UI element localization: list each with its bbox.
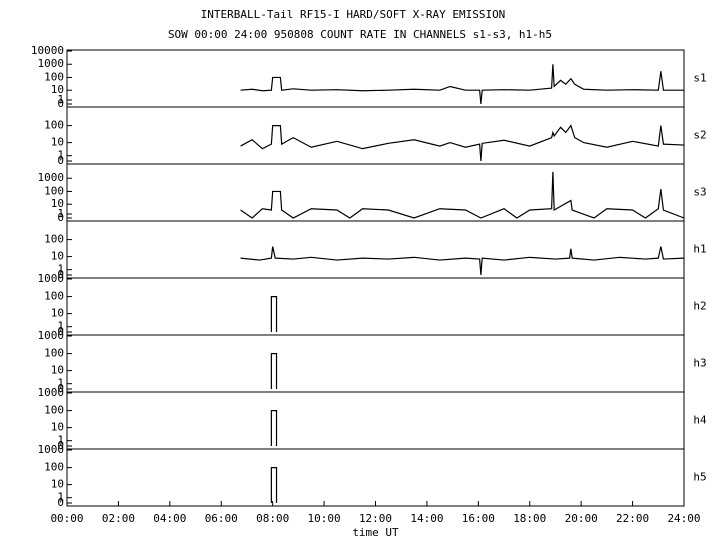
y-tick-label: 1000 bbox=[38, 272, 65, 285]
x-tick-label: 20:00 bbox=[565, 512, 598, 525]
y-tick-label: 100 bbox=[44, 119, 64, 132]
panel-frame bbox=[66, 106, 685, 165]
panel-frame bbox=[66, 391, 685, 450]
y-tick-label: 1 bbox=[57, 207, 64, 220]
series-line bbox=[270, 353, 278, 389]
y-tick-label: 1 bbox=[57, 377, 64, 390]
y-tick-label: 1 bbox=[57, 320, 64, 333]
x-tick-label: 06:00 bbox=[205, 512, 238, 525]
y-tick-label: 10 bbox=[51, 197, 64, 210]
y-tick-label: 0 bbox=[57, 382, 64, 395]
y-tick-label: 100 bbox=[44, 461, 64, 474]
y-tick-label: 100 bbox=[44, 233, 64, 246]
y-tick-label: 1000 bbox=[38, 386, 65, 399]
x-tick-label: 24:00 bbox=[667, 512, 700, 525]
chart-title: INTERBALL-Tail RF15-I HARD/SOFT X-RAY EM… bbox=[201, 8, 506, 21]
series-line bbox=[240, 246, 685, 276]
panel-label: s3 bbox=[693, 186, 706, 199]
panel-label: s1 bbox=[693, 72, 706, 85]
y-tick-label: 100 bbox=[44, 184, 64, 197]
y-tick-label: 100 bbox=[44, 70, 64, 83]
y-tick-label: 0 bbox=[57, 97, 64, 110]
chart-subtitle: SOW 00:00 24:00 950808 COUNT RATE IN CHA… bbox=[168, 28, 552, 41]
panel-label: h4 bbox=[693, 414, 707, 427]
series-line bbox=[240, 171, 685, 219]
y-tick-label: 0 bbox=[57, 496, 64, 509]
series-line bbox=[270, 467, 278, 503]
y-tick-label: 1000 bbox=[38, 57, 65, 70]
panel-label: h1 bbox=[693, 243, 706, 256]
y-tick-label: 1000 bbox=[38, 171, 65, 184]
y-tick-label: 1 bbox=[57, 491, 64, 504]
series-line bbox=[240, 124, 685, 162]
y-tick-label: 0 bbox=[57, 439, 64, 452]
series-line bbox=[240, 64, 684, 105]
x-axis-label: time UT bbox=[352, 526, 399, 539]
y-tick-label: 1 bbox=[57, 93, 64, 106]
y-tick-label: 10 bbox=[51, 136, 64, 149]
panel-label: h3 bbox=[693, 357, 706, 370]
panel-frame bbox=[66, 448, 685, 507]
x-tick-label: 16:00 bbox=[462, 512, 495, 525]
y-tick-label: 10 bbox=[51, 83, 64, 96]
y-tick-label: 0 bbox=[57, 325, 64, 338]
y-tick-label: 1 bbox=[57, 263, 64, 276]
y-tick-label: 10000 bbox=[31, 44, 64, 57]
y-tick-label: 1000 bbox=[38, 443, 65, 456]
panel-label: s2 bbox=[693, 129, 706, 142]
y-tick-label: 1 bbox=[57, 149, 64, 162]
y-tick-label: 0 bbox=[57, 154, 64, 167]
panel-frame bbox=[66, 334, 685, 393]
y-tick-label: 100 bbox=[44, 347, 64, 360]
series-line bbox=[270, 410, 278, 446]
y-tick-label: 10 bbox=[51, 421, 64, 434]
panel-label: h5 bbox=[693, 471, 706, 484]
panel-label: h2 bbox=[693, 300, 706, 313]
y-tick-label: 1000 bbox=[38, 329, 65, 342]
y-tick-label: 10 bbox=[51, 250, 64, 263]
x-tick-label: 22:00 bbox=[616, 512, 649, 525]
x-tick-label: 00:00 bbox=[50, 512, 83, 525]
panel-frame bbox=[66, 277, 685, 336]
y-tick-label: 0 bbox=[57, 211, 64, 224]
x-tick-label: 04:00 bbox=[153, 512, 186, 525]
x-tick-label: 14:00 bbox=[410, 512, 443, 525]
y-tick-label: 100 bbox=[44, 404, 64, 417]
y-tick-label: 10 bbox=[51, 307, 64, 320]
y-tick-label: 1 bbox=[57, 434, 64, 447]
x-tick-label: 10:00 bbox=[308, 512, 341, 525]
y-tick-label: 0 bbox=[57, 268, 64, 281]
y-tick-label: 10 bbox=[51, 478, 64, 491]
x-tick-label: 18:00 bbox=[513, 512, 546, 525]
panel-frame bbox=[66, 220, 685, 279]
panel-frame bbox=[66, 163, 685, 222]
panel-frame bbox=[66, 49, 685, 108]
y-tick-label: 100 bbox=[44, 290, 64, 303]
y-tick-label: 10 bbox=[51, 364, 64, 377]
x-tick-label: 02:00 bbox=[102, 512, 135, 525]
x-tick-label: 08:00 bbox=[256, 512, 289, 525]
series-line bbox=[270, 296, 278, 332]
x-tick-label: 12:00 bbox=[359, 512, 392, 525]
